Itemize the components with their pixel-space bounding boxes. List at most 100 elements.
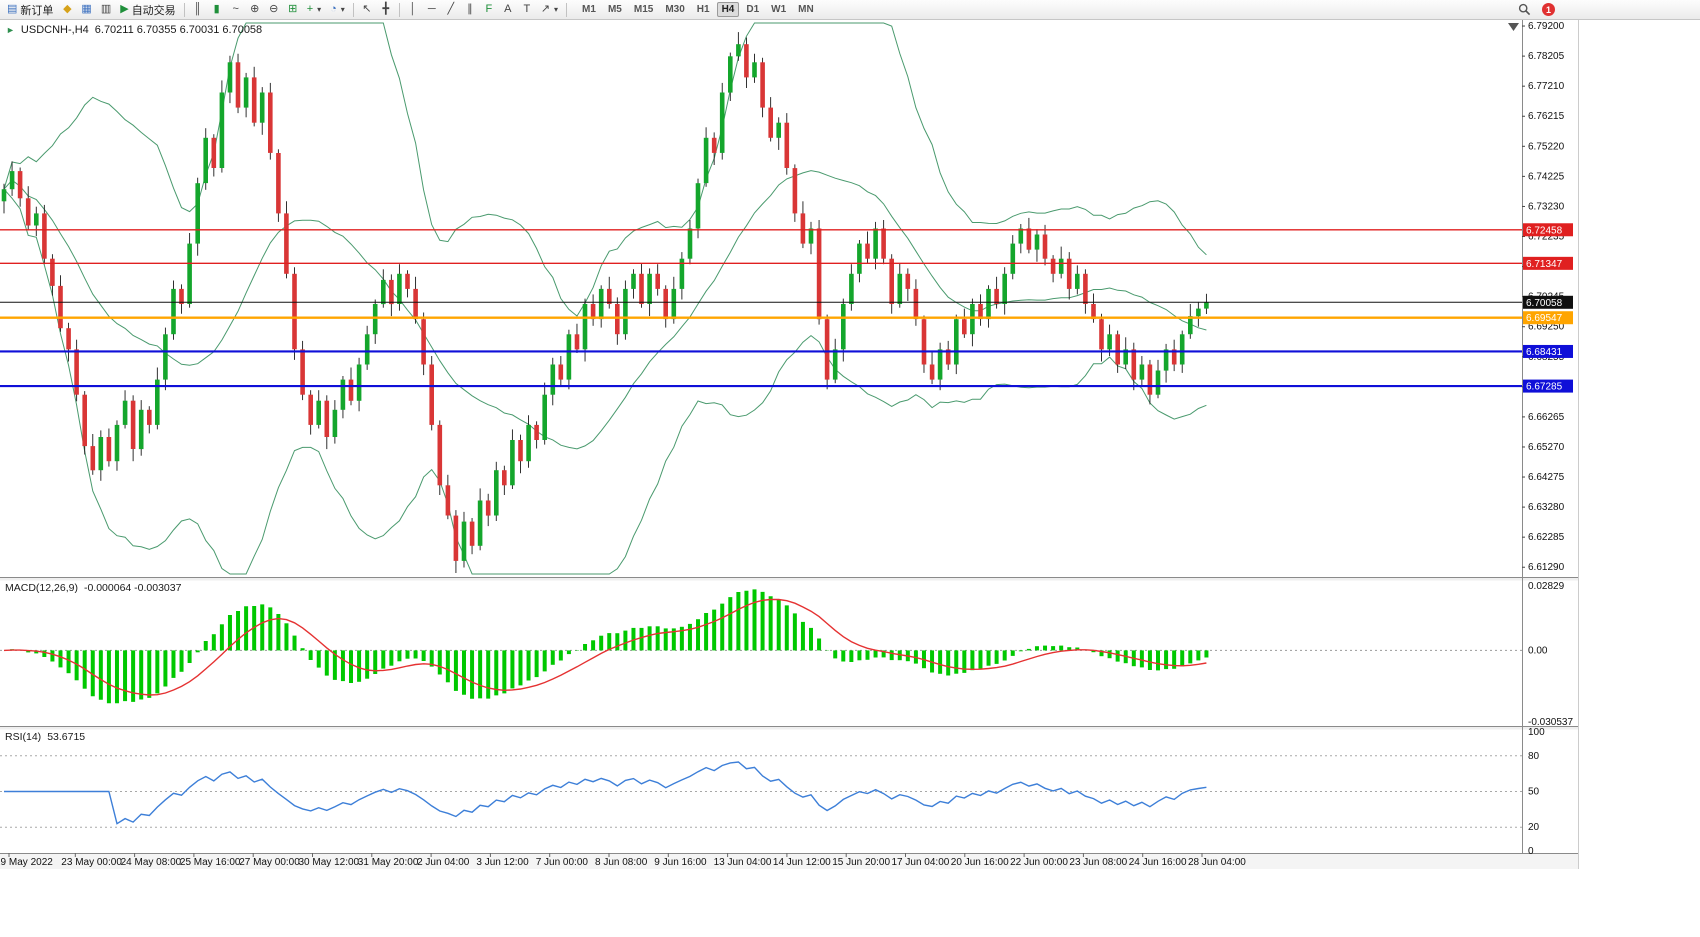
price-tag <box>1523 379 1573 393</box>
svg-text:22 Jun 00:00: 22 Jun 00:00 <box>1010 857 1068 868</box>
svg-text:0.02829: 0.02829 <box>1528 581 1565 592</box>
svg-text:24 May 08:00: 24 May 08:00 <box>121 857 182 868</box>
crosshair-icon: ╋ <box>382 3 390 15</box>
timeframe-mn[interactable]: MN <box>798 4 814 15</box>
text-button[interactable]: A <box>499 1 517 18</box>
clock-icon: ◔ <box>330 3 337 15</box>
svg-text:6.68431: 6.68431 <box>1526 347 1563 358</box>
autotrading-button[interactable]: ▶ 自动交易 <box>116 1 179 18</box>
toolbar-separator <box>352 2 354 17</box>
svg-text:6.72458: 6.72458 <box>1526 225 1563 236</box>
svg-text:19 May 2022: 19 May 2022 <box>0 857 53 868</box>
svg-text:2 Jun 04:00: 2 Jun 04:00 <box>417 857 470 868</box>
notification-badge[interactable]: 1 <box>1542 3 1555 16</box>
timeframe-h4[interactable]: H4 <box>716 2 740 17</box>
profiles-button[interactable]: ◆ <box>58 1 76 18</box>
timeframe-w1[interactable]: W1 <box>771 4 787 15</box>
horizontal-line-icon: ─ <box>427 3 436 15</box>
horizontal-line-button[interactable]: ─ <box>423 1 441 18</box>
svg-text:20: 20 <box>1528 822 1540 833</box>
search-button[interactable] <box>1514 1 1535 18</box>
bollinger-lower-band <box>3 188 1207 575</box>
timeframe-d1[interactable]: D1 <box>746 4 760 15</box>
text-icon: A <box>504 3 512 15</box>
timeframe-h1[interactable]: H1 <box>696 4 710 15</box>
timeframe-m15[interactable]: M15 <box>633 4 654 15</box>
bar-chart-button[interactable]: ║ <box>189 1 207 18</box>
svg-text:6.65270: 6.65270 <box>1528 442 1565 453</box>
crosshair-button[interactable]: ╋ <box>377 1 395 18</box>
periods-button[interactable]: ◔ ▾ <box>326 1 349 18</box>
toolbar-separator <box>566 2 568 17</box>
trendline-button[interactable]: ╱ <box>442 1 460 18</box>
svg-text:6.63280: 6.63280 <box>1528 502 1565 513</box>
timeframe-group: M1 M5 M15 M30 H1 H4 D1 W1 MN <box>577 2 819 17</box>
channel-icon: ∥ <box>467 3 473 15</box>
svg-text:6.64275: 6.64275 <box>1528 472 1565 483</box>
svg-text:25 May 16:00: 25 May 16:00 <box>180 857 241 868</box>
chevron-down-icon: ▾ <box>317 5 322 14</box>
line-chart-button[interactable]: ~ <box>227 1 245 18</box>
svg-text:13 Jun 04:00: 13 Jun 04:00 <box>714 857 772 868</box>
rsi-indicator-label: RSI(14) <box>5 731 42 743</box>
svg-text:6.77210: 6.77210 <box>1528 81 1565 92</box>
svg-text:6.69547: 6.69547 <box>1526 313 1563 324</box>
svg-text:6.61290: 6.61290 <box>1528 562 1565 573</box>
svg-text:7 Jun 00:00: 7 Jun 00:00 <box>536 857 589 868</box>
macd-signal-line <box>3 598 1207 696</box>
timeframe-m5[interactable]: M5 <box>607 4 622 15</box>
svg-text:6.67285: 6.67285 <box>1526 382 1563 393</box>
svg-text:6.75220: 6.75220 <box>1528 141 1565 152</box>
new-order-icon: ▤ <box>7 3 18 15</box>
chart-background <box>0 20 1700 937</box>
panel-splitter[interactable] <box>0 578 1578 581</box>
zoom-in-button[interactable]: ⊕ <box>246 1 264 18</box>
chevron-down-icon: ▾ <box>340 5 345 14</box>
new-order-button[interactable]: ▤ 新订单 <box>3 1 57 18</box>
svg-text:6.72235: 6.72235 <box>1528 232 1565 243</box>
tile-windows-button[interactable]: ⊞ <box>284 1 302 18</box>
text-label-icon: T <box>523 3 531 15</box>
market-watch-icon: ▦ <box>81 3 92 15</box>
time-axis[interactable] <box>0 854 1578 869</box>
vertical-line-button[interactable]: │ <box>404 1 422 18</box>
cursor-button[interactable]: ↖ <box>358 1 376 18</box>
price-tag <box>1523 311 1573 325</box>
bar-chart-icon: ║ <box>193 3 202 15</box>
autotrading-label: 自动交易 <box>131 4 176 17</box>
candlestick-chart-button[interactable]: ▮ <box>208 1 226 18</box>
svg-text:6.78205: 6.78205 <box>1528 51 1565 62</box>
svg-text:0.00: 0.00 <box>1528 645 1548 656</box>
panel-splitter[interactable] <box>0 727 1578 730</box>
ohlc-values: 6.70211 6.70355 6.70031 6.70058 <box>94 24 263 36</box>
toolbar: ▤ 新订单 ◆ ▦ ▥ ▶ 自动交易 ║ ▮ ~ ⊕ ⊖ ⊞ + ▾ ◔ ▾ ↖ <box>0 0 1700 20</box>
svg-text:20 Jun 16:00: 20 Jun 16:00 <box>951 857 1009 868</box>
svg-text:23 Jun 08:00: 23 Jun 08:00 <box>1069 857 1127 868</box>
svg-text:6.79200: 6.79200 <box>1528 21 1565 32</box>
symbol-icon: ► <box>6 25 15 35</box>
timeframe-m1[interactable]: M1 <box>582 4 596 15</box>
arrows-button[interactable]: ↗ ▾ <box>537 1 562 18</box>
macd-values: -0.000064 -0.003037 <box>83 582 182 594</box>
fibonacci-button[interactable]: F <box>480 1 498 18</box>
svg-text:24 Jun 16:00: 24 Jun 16:00 <box>1129 857 1187 868</box>
chart-shift-marker[interactable] <box>1508 23 1519 31</box>
zoom-out-button[interactable]: ⊖ <box>265 1 283 18</box>
timeframe-m30[interactable]: M30 <box>665 4 685 15</box>
indicators-button[interactable]: + ▾ <box>303 1 325 18</box>
rsi-line <box>4 761 1207 825</box>
svg-text:6.66265: 6.66265 <box>1528 412 1565 423</box>
macd-label-row: MACD(12,26,9) -0.000064 -0.003037 <box>5 582 181 594</box>
svg-text:0: 0 <box>1528 846 1534 857</box>
macd-indicator-label: MACD(12,26,9) <box>5 582 78 594</box>
text-label-button[interactable]: T <box>518 1 536 18</box>
zoom-in-icon: ⊕ <box>250 3 260 15</box>
svg-text:6.69250: 6.69250 <box>1528 322 1565 333</box>
zoom-out-icon: ⊖ <box>269 3 279 15</box>
data-window-icon: ▥ <box>100 3 112 15</box>
market-watch-button[interactable]: ▦ <box>77 1 95 18</box>
channel-button[interactable]: ∥ <box>461 1 479 18</box>
svg-text:6.76215: 6.76215 <box>1528 111 1565 122</box>
data-window-button[interactable]: ▥ <box>97 1 115 18</box>
